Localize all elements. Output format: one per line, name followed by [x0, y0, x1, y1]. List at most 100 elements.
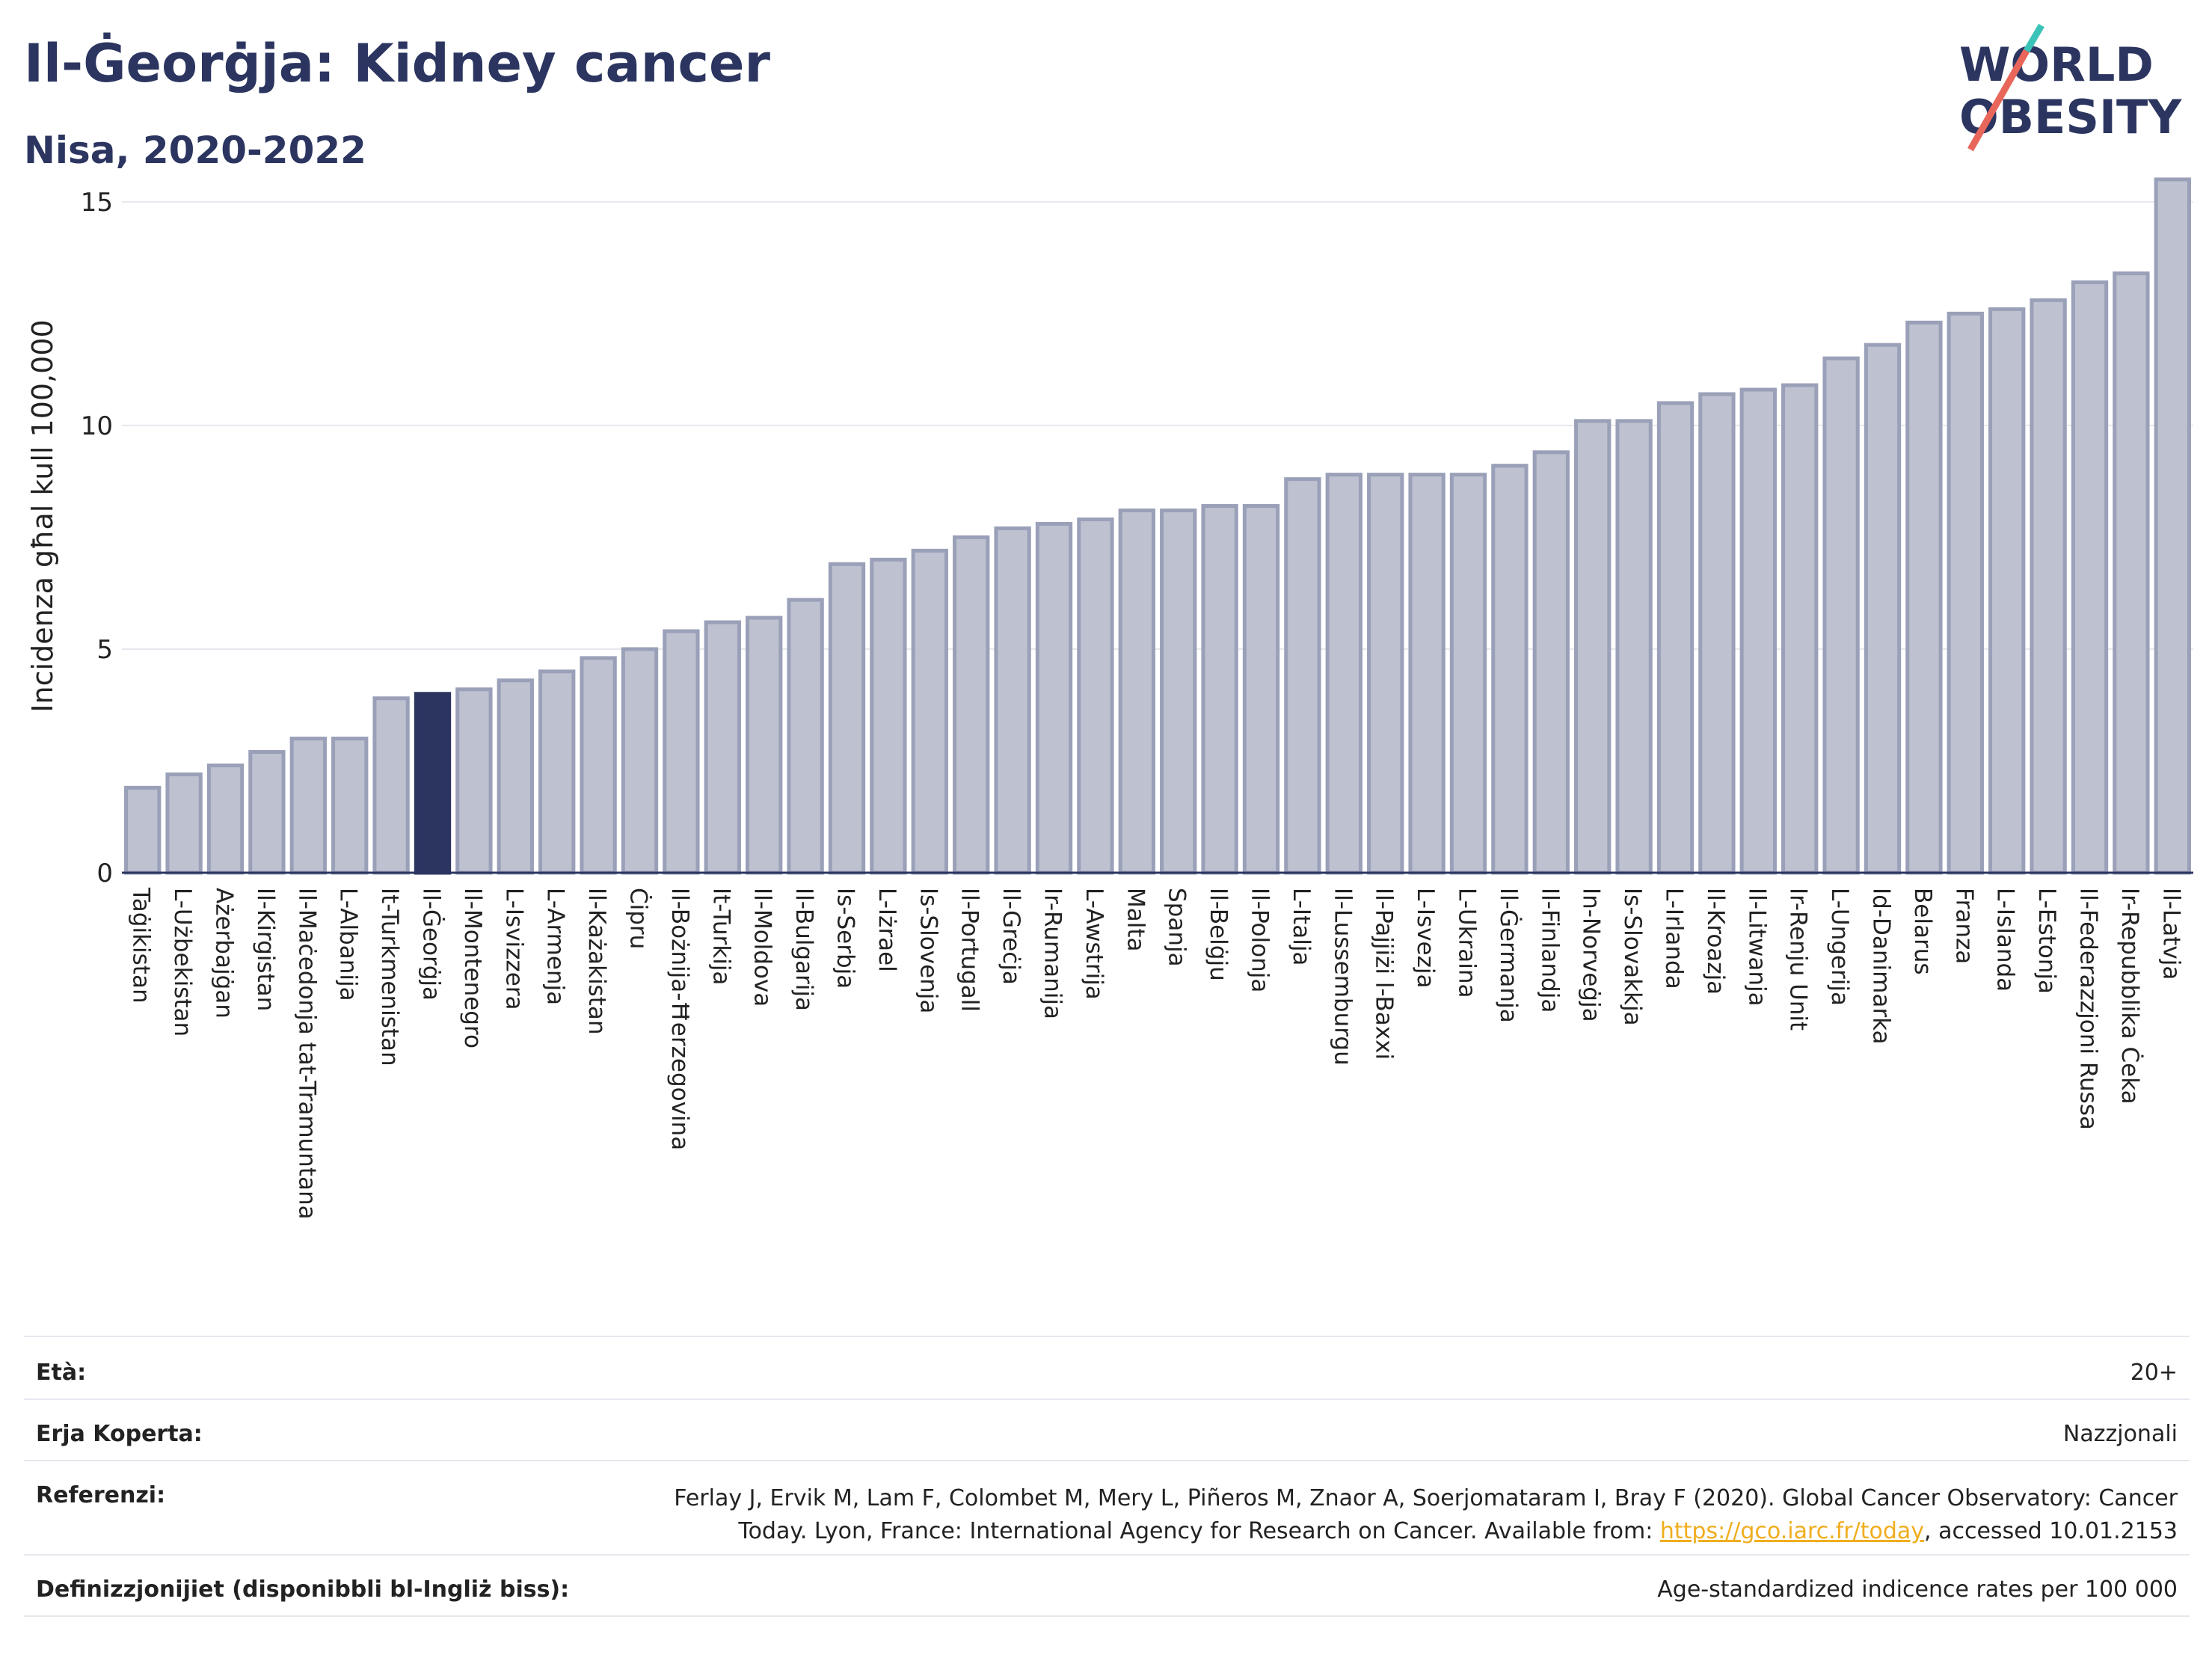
x-tick-label: L-Estonja	[2033, 888, 2060, 994]
x-tick-label: L-Irlanda	[1661, 888, 1688, 989]
x-tick-label: Ir-Repubblika Ċeka	[2116, 888, 2144, 1105]
bar	[372, 696, 410, 875]
x-tick-label: Il-Bulgarija	[790, 888, 817, 1011]
meta-references-label: Referenzi:	[36, 1482, 166, 1508]
bar	[2113, 271, 2150, 875]
x-tick-label: L-Użbekistan	[169, 888, 196, 1037]
meta-definitions-label: Definizzjonijiet (disponibbli bl-Ingliż …	[36, 1576, 570, 1603]
bar	[1864, 343, 1902, 875]
logo-slash-accent	[2024, 23, 2044, 53]
x-tick-label: It-Turkija	[707, 888, 734, 985]
x-tick-label: Is-Slovenja	[915, 888, 941, 1013]
bar	[1532, 450, 1570, 875]
bar-chart: 0 5 10 15 Incidenza għal kull 100,000 Taġikis…	[26, 177, 2193, 1220]
x-tick-label: Il-Pajjiżi l-Baxxi	[1371, 888, 1398, 1060]
x-tick-label: Il-Kroazja	[1702, 888, 1729, 995]
bar	[1118, 509, 1155, 875]
x-tick-label: Il-Każakistan	[583, 888, 610, 1035]
x-tick-label: Malta	[1122, 888, 1149, 952]
divider	[24, 1554, 2190, 1556]
meta-age-value: 20+	[2130, 1360, 2178, 1386]
bar	[1284, 477, 1321, 875]
y-tick-label: 5	[96, 635, 113, 665]
x-tick-label: Il-Latvja	[2157, 888, 2184, 980]
bar	[1408, 473, 1446, 875]
bar	[165, 772, 203, 875]
x-tick-label: L-Albanija	[335, 888, 362, 1001]
x-tick-label: Il-Ġeorġja	[418, 888, 446, 1001]
bar	[289, 737, 327, 875]
meta-age-label: Età:	[36, 1360, 87, 1386]
x-tick-label: Il-Maċedonja tat-Tramuntana	[293, 888, 320, 1220]
x-tick-label: L-Islanda	[1992, 888, 2019, 992]
page-title: Il-Ġeorġja: Kidney cancer	[24, 33, 771, 94]
y-tick-label: 15	[81, 188, 113, 218]
y-tick-label: 0	[96, 859, 113, 888]
bar	[787, 598, 824, 875]
x-tick-label: In-Norveġja	[1578, 888, 1605, 1022]
x-tick-label: Is-Serbja	[832, 888, 859, 989]
x-tick-label: Il-Litwanja	[1743, 888, 1770, 1007]
bar	[1160, 509, 1197, 875]
x-tick-label: Belarus	[1909, 888, 1936, 975]
bar	[911, 548, 948, 875]
bar	[1201, 504, 1238, 875]
x-tick-label: Ir-Renju Unit	[1785, 888, 1812, 1031]
bar	[1988, 307, 2026, 875]
bar	[2071, 280, 2109, 875]
bar	[1947, 311, 1984, 875]
bar	[2154, 177, 2191, 875]
bar	[953, 535, 990, 875]
bar	[1035, 521, 1073, 875]
x-tick-label: It-Turkmenistan	[376, 888, 403, 1066]
bar	[1491, 464, 1529, 875]
bar	[1615, 419, 1653, 875]
bar	[331, 737, 369, 875]
x-tick-label: Il-Montenegro	[459, 888, 486, 1048]
x-tick-label: L-Awstrija	[1081, 888, 1107, 1000]
x-tick-label: Il-Ġermanja	[1495, 888, 1523, 1023]
x-tick-label: L-Armenja	[542, 888, 569, 1005]
bar	[994, 526, 1031, 875]
x-tick-label: Is-Slovakkja	[1619, 888, 1646, 1026]
y-tick-label: 10	[81, 411, 113, 441]
bar	[1077, 517, 1114, 875]
bar	[124, 785, 162, 875]
x-tick-label: Il-Moldova	[749, 888, 776, 1007]
bar	[1325, 473, 1362, 875]
bar	[1781, 383, 1819, 875]
x-tick-label: L-Isvizzera	[500, 888, 527, 1010]
divider	[24, 1336, 2190, 1337]
world-obesity-logo: WORLD OBESITY	[1959, 23, 2182, 152]
divider	[24, 1398, 2190, 1400]
x-tick-label: Ċipru	[625, 888, 653, 949]
bar-highlighted	[414, 692, 452, 875]
meta-coverage-label: Erja Koperta:	[36, 1421, 203, 1447]
references-link[interactable]: https://gco.iarc.fr/today	[1659, 1518, 1925, 1544]
bar	[746, 615, 783, 875]
x-tick-label: Franza	[1950, 888, 1977, 964]
references-line2-post: , accessed 10.01.2153	[1924, 1518, 2178, 1544]
bar	[248, 750, 286, 875]
x-tick-label: Il-Belġju	[1205, 888, 1232, 981]
meta-references-value: Ferlay J, Ervik M, Lam F, Colombet M, Me…	[674, 1482, 2178, 1548]
x-tick-label: Id-Danimarka	[1868, 888, 1895, 1044]
bar	[2030, 298, 2067, 875]
x-tick-label: Spanja	[1164, 888, 1191, 967]
bar	[1367, 473, 1404, 875]
meta-definitions-value: Age-standardized indicence rates per 100…	[1657, 1576, 2178, 1603]
x-tick-label: Il-Portugall	[956, 888, 983, 1012]
x-tick-label: Ażerbajġan	[211, 888, 238, 1019]
x-tick-label: L-Ukraina	[1454, 888, 1481, 998]
page-subtitle: Nisa, 2020-2022	[24, 129, 366, 172]
x-tick-label: Il-Federazzjoni Russa	[2075, 888, 2102, 1130]
bar	[621, 647, 659, 875]
meta-coverage-value: Nazzjonali	[2062, 1421, 2178, 1447]
bar	[455, 687, 493, 875]
bar	[704, 620, 741, 875]
bar	[1242, 504, 1280, 875]
divider	[24, 1615, 2190, 1617]
x-tick-label: Ir-Rumanija	[1039, 888, 1066, 1019]
x-tick-label: L-Isvezja	[1412, 888, 1439, 989]
bar	[1905, 320, 1943, 875]
